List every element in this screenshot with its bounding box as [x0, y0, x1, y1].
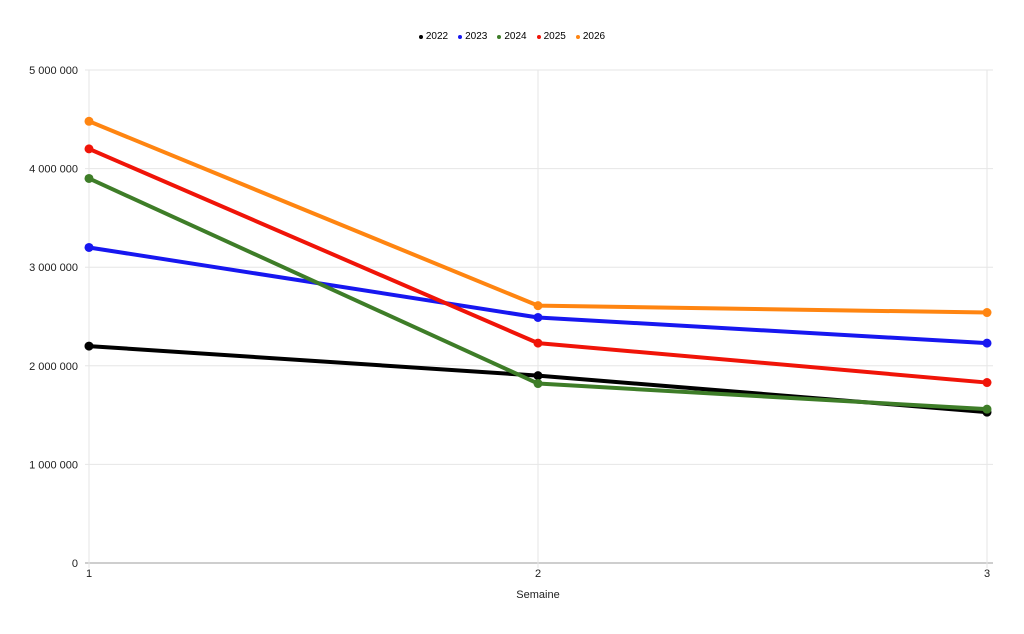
data-point-2025-3 — [982, 378, 992, 388]
legend-label: 2024 — [504, 31, 527, 42]
legend-dot-2023 — [458, 35, 463, 39]
x-axis-title: Semaine — [516, 589, 560, 601]
data-point-2024-1 — [84, 173, 94, 183]
y-tick-label: 2 000 000 — [29, 361, 78, 373]
legend-dot-2022 — [418, 35, 423, 39]
data-point-2023-3 — [982, 338, 992, 348]
data-point-2026-1 — [84, 116, 94, 126]
x-tick-label: 3 — [984, 568, 990, 580]
data-point-2023-1 — [84, 242, 94, 252]
y-tick-label: 1 000 000 — [29, 459, 78, 471]
legend-dot-2024 — [497, 35, 502, 39]
data-point-2024-3 — [982, 404, 992, 414]
legend-item-2022: 2022 — [418, 31, 449, 43]
data-point-2023-2 — [533, 312, 543, 322]
data-point-2022-1 — [84, 341, 94, 351]
data-point-2026-3 — [982, 308, 992, 318]
data-point-2025-1 — [84, 144, 94, 154]
legend-item-2023: 2023 — [458, 31, 487, 43]
data-point-2024-2 — [533, 379, 543, 389]
data-point-2022-2 — [533, 371, 543, 381]
data-point-2025-2 — [533, 338, 543, 348]
legend-item-2024: 2024 — [497, 31, 527, 43]
x-tick-label: 2 — [535, 568, 541, 580]
legend-label: 2026 — [582, 31, 606, 42]
y-tick-label: 3 000 000 — [29, 262, 78, 274]
legend-item-2026: 2026 — [575, 31, 606, 43]
legend-dot-2026 — [575, 35, 580, 39]
y-tick-label: 4 000 000 — [29, 164, 78, 176]
legend-label: 2025 — [543, 31, 566, 42]
legend-label: 2022 — [425, 31, 449, 42]
x-tick-label: 1 — [86, 568, 92, 580]
y-tick-label: 0 — [72, 558, 78, 570]
legend-label: 2023 — [465, 31, 488, 42]
chart-legend: 2022 2023 2024 2025 2026 — [0, 31, 1024, 43]
legend-item-2025: 2025 — [536, 31, 566, 43]
legend-dot-2025 — [536, 35, 541, 39]
y-tick-label: 5 000 000 — [29, 65, 78, 77]
data-point-2026-2 — [533, 301, 543, 311]
